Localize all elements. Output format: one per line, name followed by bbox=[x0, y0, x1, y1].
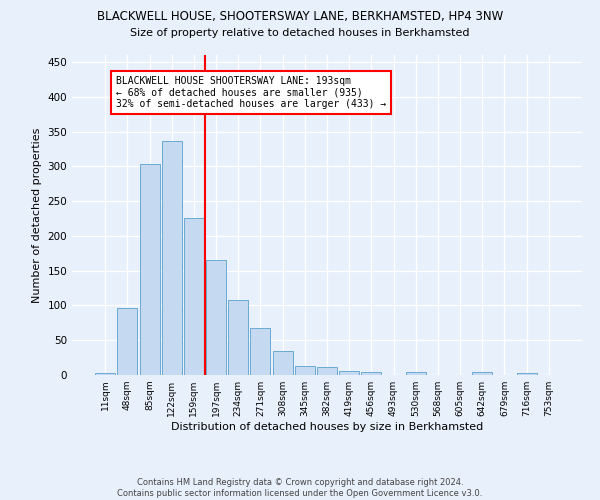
Bar bbox=[339, 371, 359, 375]
X-axis label: Distribution of detached houses by size in Berkhamsted: Distribution of detached houses by size … bbox=[171, 422, 483, 432]
Text: BLACKWELL HOUSE, SHOOTERSWAY LANE, BERKHAMSTED, HP4 3NW: BLACKWELL HOUSE, SHOOTERSWAY LANE, BERKH… bbox=[97, 10, 503, 23]
Text: Contains HM Land Registry data © Crown copyright and database right 2024.
Contai: Contains HM Land Registry data © Crown c… bbox=[118, 478, 482, 498]
Bar bbox=[95, 373, 115, 375]
Bar bbox=[184, 218, 204, 375]
Bar bbox=[162, 140, 182, 375]
Bar bbox=[206, 260, 226, 375]
Bar bbox=[140, 164, 160, 375]
Text: BLACKWELL HOUSE SHOOTERSWAY LANE: 193sqm
← 68% of detached houses are smaller (9: BLACKWELL HOUSE SHOOTERSWAY LANE: 193sqm… bbox=[116, 76, 386, 109]
Bar bbox=[472, 372, 492, 375]
Text: Size of property relative to detached houses in Berkhamsted: Size of property relative to detached ho… bbox=[130, 28, 470, 38]
Bar bbox=[317, 368, 337, 375]
Bar bbox=[118, 308, 137, 375]
Bar bbox=[517, 373, 536, 375]
Bar bbox=[228, 300, 248, 375]
Bar bbox=[361, 372, 382, 375]
Bar bbox=[295, 366, 315, 375]
Y-axis label: Number of detached properties: Number of detached properties bbox=[32, 128, 42, 302]
Bar bbox=[250, 328, 271, 375]
Bar bbox=[406, 372, 426, 375]
Bar bbox=[272, 350, 293, 375]
